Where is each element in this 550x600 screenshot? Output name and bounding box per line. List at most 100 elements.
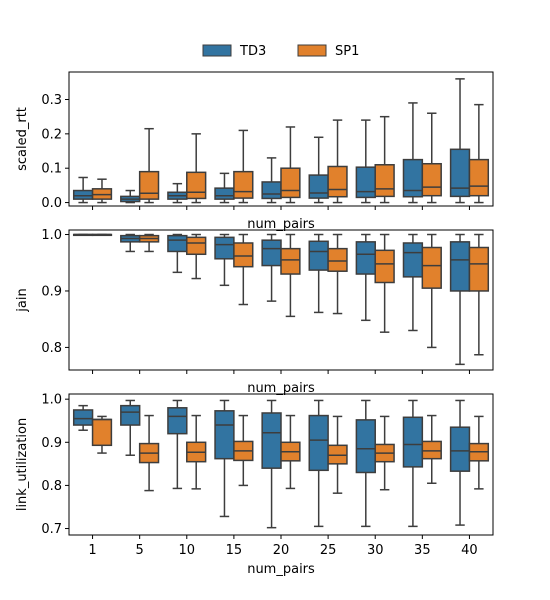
box-sp1-30: [374, 115, 395, 204]
box-td3-10: [167, 399, 188, 490]
box-sp1-10: [186, 233, 207, 280]
box-sp1-20: [280, 233, 301, 318]
box-td3-10: [167, 233, 188, 274]
box-td3-30: [355, 399, 376, 528]
box-body: [280, 167, 301, 199]
box-body: [233, 170, 254, 199]
box-td3-25: [308, 233, 329, 314]
x-tick-label: 30: [367, 543, 384, 558]
box-body: [355, 419, 376, 474]
legend-label-sp1: SP1: [335, 44, 359, 59]
box-td3-15: [214, 172, 235, 204]
y-tick-label: 0.0: [41, 196, 62, 211]
box-body: [308, 240, 329, 271]
box-sp1-25: [327, 415, 348, 494]
y-tick-label: 0.3: [41, 93, 62, 108]
box-body: [421, 440, 442, 460]
y-axis-label: jain: [15, 288, 30, 312]
box-td3-20: [261, 157, 282, 204]
box-sp1-1: [91, 415, 113, 454]
y-tick-label: 0.8: [41, 341, 62, 356]
legend-swatch-td3: [202, 44, 232, 57]
box-sp1-5: [138, 233, 160, 253]
box-body: [214, 410, 235, 460]
box-td3-20: [261, 399, 282, 529]
box-td3-1: [72, 233, 94, 237]
box-body: [402, 416, 424, 468]
box-body: [214, 236, 235, 260]
box-sp1-5: [138, 414, 160, 492]
panel-jain: 0.8 0.9 1.0 num_pairs jain: [15, 228, 494, 396]
legend-label-td3: TD3: [239, 44, 266, 59]
y-axis-label: link_utilization: [15, 418, 30, 511]
box-body: [138, 170, 160, 200]
box-sp1-30: [374, 233, 395, 333]
axes-frame: [68, 229, 494, 371]
y-tick-label: 1.0: [41, 393, 62, 408]
x-tick-label: 15: [226, 543, 243, 558]
box-sp1-25: [327, 119, 348, 204]
box-body: [91, 418, 113, 447]
panel-scaled-rtt: 0.0 0.1 0.2 0.3 num_pairs scaled_rtt: [15, 71, 494, 232]
box-sp1-1: [91, 233, 113, 237]
x-axis-label: num_pairs: [247, 217, 315, 232]
box-body: [72, 409, 94, 426]
box-body: [308, 174, 329, 199]
box-td3-40: [449, 233, 471, 366]
box-td3-35: [402, 102, 424, 204]
box-body: [449, 241, 471, 292]
legend: TD3 SP1: [202, 44, 359, 59]
box-sp1-15: [233, 129, 254, 204]
x-tick-label: 40: [461, 543, 478, 558]
x-axis-label: num_pairs: [247, 381, 315, 396]
box-body: [280, 247, 301, 275]
box-body: [468, 158, 490, 197]
box-sp1-35: [421, 112, 442, 204]
box-sp1-15: [233, 414, 254, 487]
y-tick-label: 0.8: [41, 479, 62, 494]
box-td3-10: [167, 182, 188, 204]
box-td3-30: [355, 233, 376, 322]
box-body: [355, 241, 376, 275]
box-body: [421, 246, 442, 289]
box-sp1-40: [468, 415, 490, 490]
y-tick-label: 0.2: [41, 127, 62, 142]
y-axis-label: scaled_rtt: [15, 107, 30, 171]
box-body: [327, 165, 348, 198]
x-tick-label: 20: [273, 543, 290, 558]
box-body: [355, 166, 376, 199]
box-td3-30: [355, 119, 376, 204]
x-tick-label: 1: [88, 543, 96, 558]
box-body: [167, 407, 188, 435]
box-td3-1: [72, 404, 94, 431]
box-sp1-5: [138, 127, 160, 204]
box-sp1-20: [280, 414, 301, 490]
box-body: [449, 426, 471, 472]
box-td3-5: [120, 233, 141, 253]
box-sp1-10: [186, 133, 207, 204]
box-body: [421, 162, 442, 197]
box-sp1-25: [327, 233, 348, 315]
chart-panels: 0.0 0.1 0.2 0.3 num_pairs scaled_rtt 0.8 0.9 1.0…: [15, 71, 494, 577]
legend-swatch-sp1: [297, 44, 327, 57]
axes-frame: [68, 393, 494, 536]
box-body: [374, 249, 395, 284]
box-td3-35: [402, 399, 424, 528]
box-sp1-40: [468, 103, 490, 204]
box-sp1-10: [186, 414, 207, 490]
box-td3-5: [120, 399, 141, 456]
box-body: [72, 189, 94, 200]
y-tick-label: 1.0: [41, 228, 62, 243]
box-sp1-1: [91, 178, 113, 204]
x-tick-label: 5: [136, 543, 144, 558]
box-td3-40: [449, 78, 471, 204]
box-body: [120, 404, 141, 426]
box-body: [374, 164, 395, 198]
box-body: [308, 414, 329, 472]
y-tick-label: 0.7: [41, 522, 62, 537]
panel-link-utilization: 0.70.80.91.01 5 10 15 20 25 30 35 40num_pairslin…: [15, 393, 494, 577]
box-body: [402, 242, 424, 278]
y-tick-label: 0.9: [41, 436, 62, 451]
box-td3-25: [308, 399, 329, 528]
box-body: [167, 234, 188, 253]
